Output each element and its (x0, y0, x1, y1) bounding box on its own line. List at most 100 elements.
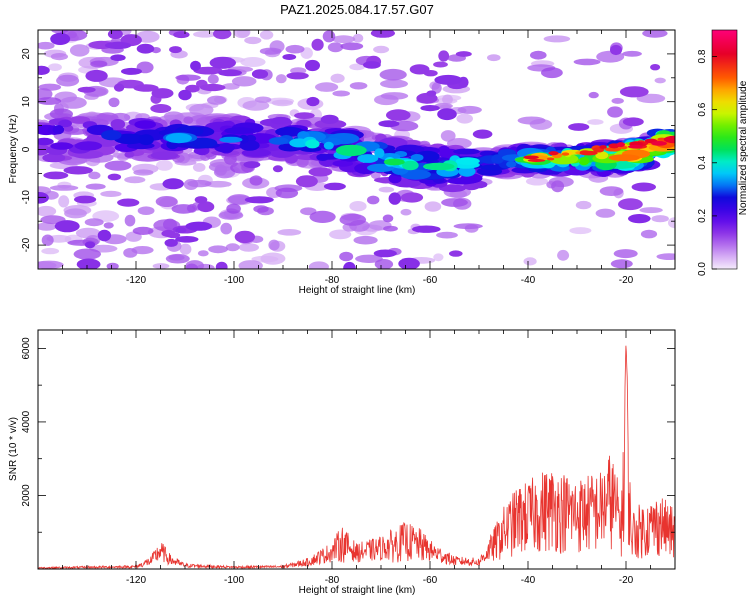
snr-x-tick-label: -80 (325, 575, 340, 586)
heatmap-cell (611, 97, 624, 104)
heatmap-cell (268, 137, 289, 145)
heatmap-cell (152, 263, 170, 269)
heatmap-cell (178, 89, 192, 101)
heatmap-cell (607, 106, 623, 118)
heatmap-cell (525, 177, 549, 186)
heatmap-cell (308, 261, 329, 269)
heatmap-cell (412, 225, 441, 233)
heatmap-cell (204, 180, 232, 188)
heatmap-cell (383, 158, 405, 166)
heatmap-cell (357, 154, 379, 163)
heatmap-cell (187, 179, 212, 188)
heatmap-cell (323, 182, 346, 191)
heatmap-cell (107, 173, 122, 181)
colorbar-gradient (712, 30, 737, 269)
heatmap-cell (251, 69, 269, 79)
heatmap-cell (42, 153, 66, 163)
heatmap-cell (107, 30, 123, 40)
heatmap-cell (220, 222, 232, 235)
heatmap-cell (568, 123, 590, 131)
heatmap-cell (249, 175, 263, 186)
heatmap-cell (286, 72, 309, 80)
spectrogram-y-tick-label: -10 (21, 190, 32, 205)
heatmap-cell (523, 257, 537, 266)
heatmap-cell (124, 214, 136, 227)
heatmap-cell (315, 82, 339, 92)
heatmap-cell (224, 127, 255, 135)
colorbar-frame (711, 29, 738, 270)
heatmap-cell (38, 192, 49, 204)
heatmap-cell (305, 139, 320, 149)
heatmap-cell (169, 46, 182, 54)
heatmap-cell (41, 234, 54, 246)
heatmap-cell (379, 68, 407, 81)
spectrogram-y-tick-label: 10 (21, 96, 32, 108)
spectrogram-x-tick-labels: -120 -100 -80 -60 -40 -20 (126, 275, 634, 286)
heatmap-cell (218, 69, 242, 77)
snr-background (38, 330, 675, 569)
heatmap-cell (438, 50, 450, 62)
heatmap-cell (378, 186, 395, 193)
heatmap-cell (631, 182, 656, 192)
heatmap-cell (97, 229, 112, 242)
heatmap-cell (668, 217, 675, 229)
heatmap-cell (656, 253, 675, 260)
colorbar-tick-label: 0.8 (697, 49, 708, 63)
heatmap-cell (330, 73, 345, 84)
heatmap-cell (388, 192, 401, 205)
heatmap-cell (453, 223, 483, 230)
heatmap-cell (165, 253, 190, 264)
heatmap-cell (240, 57, 266, 67)
heatmap-cell (604, 147, 621, 152)
heatmap-cell (150, 151, 179, 160)
heatmap-cell (50, 142, 74, 150)
heatmap-cell (49, 108, 73, 120)
heatmap-cell (569, 227, 592, 235)
heatmap-cell (179, 243, 192, 255)
heatmap-cell (423, 162, 455, 171)
heatmap-cell (234, 230, 256, 244)
heatmap-cell (548, 151, 559, 156)
heatmap-cell (439, 184, 466, 193)
heatmap-cell (440, 130, 456, 142)
heatmap-cell (38, 222, 57, 231)
heatmap-cell (88, 171, 101, 180)
heatmap-cell (150, 104, 172, 113)
colorbar-tick-label: 0.6 (697, 102, 708, 116)
heatmap-cell (383, 225, 398, 232)
heatmap-cell (456, 113, 474, 124)
heatmap-cell (433, 253, 444, 262)
heatmap-cell (38, 88, 53, 100)
heatmap-cell (530, 50, 547, 60)
heatmap-cell (575, 200, 592, 210)
heatmap-cell (595, 151, 609, 160)
heatmap-cell (137, 206, 155, 215)
heatmap-cell (523, 155, 539, 160)
heatmap-cell (610, 259, 633, 269)
heatmap-cell (69, 44, 90, 57)
heatmap-cell (309, 210, 336, 223)
heatmap-cell (551, 180, 565, 193)
heatmap-cell (613, 249, 638, 259)
heatmap-cell (193, 147, 207, 155)
heatmap-cell (238, 134, 249, 144)
heatmap-cell (322, 30, 336, 43)
heatmap-cell (59, 96, 87, 109)
heatmap-cell (543, 35, 571, 43)
heatmap-cell (527, 159, 546, 162)
heatmap-cell (104, 41, 132, 50)
heatmap-cell (424, 201, 442, 212)
heatmap-cell (294, 112, 315, 119)
heatmap-cell (622, 50, 642, 57)
heatmap-cell (58, 119, 72, 128)
heatmap-cell (209, 56, 236, 69)
heatmap-cell (663, 135, 675, 144)
heatmap-cell (38, 41, 55, 50)
heatmap-cell (628, 214, 651, 224)
heatmap-cell (282, 54, 297, 60)
heatmap-cell (400, 169, 431, 180)
heatmap-cell (260, 252, 286, 265)
heatmap-cell (433, 61, 448, 68)
heatmap-cell (400, 192, 424, 203)
heatmap-cell (270, 116, 291, 125)
